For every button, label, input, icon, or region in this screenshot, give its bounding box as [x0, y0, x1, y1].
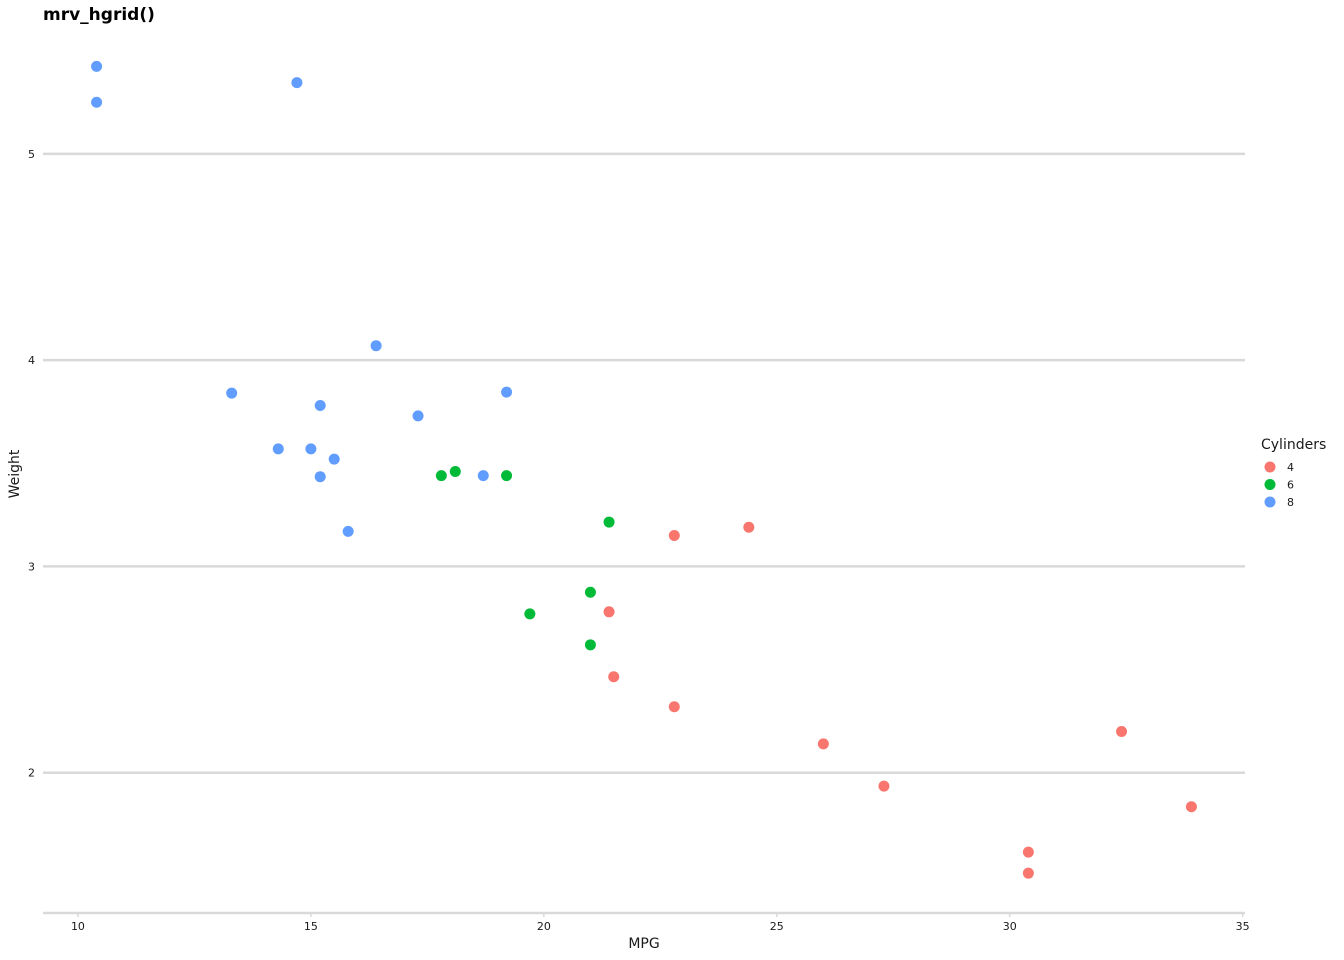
data-point-cyl-6: [501, 470, 513, 482]
data-point-cyl-8: [91, 96, 103, 108]
data-point-cyl-8: [314, 400, 326, 412]
data-point-cyl-4: [1116, 725, 1128, 737]
data-point-cyl-8: [226, 387, 238, 399]
data-point-cyl-6: [584, 639, 596, 651]
data-point-cyl-8: [305, 443, 317, 455]
legend-title: Cylinders: [1261, 437, 1326, 453]
y-tick-label: 2: [28, 767, 35, 780]
data-point-cyl-4: [668, 701, 680, 713]
legend-label-8: 8: [1287, 496, 1294, 509]
data-point-cyl-4: [1185, 801, 1197, 813]
data-point-cyl-6: [584, 586, 596, 598]
data-point-cyl-8: [370, 340, 382, 352]
x-axis-title: MPG: [628, 936, 659, 952]
data-point-cyl-8: [91, 60, 103, 72]
data-point-cyl-8: [477, 470, 489, 482]
data-point-cyl-4: [603, 606, 615, 618]
data-point-cyl-8: [328, 453, 340, 465]
data-point-cyl-8: [501, 386, 513, 398]
data-point-cyl-8: [291, 77, 303, 89]
x-tick-label: 20: [537, 920, 551, 933]
legend: Cylinders 4 6 8: [1261, 437, 1326, 509]
x-tick-label: 30: [1003, 920, 1017, 933]
data-point-cyl-8: [342, 525, 354, 537]
data-point-cyl-4: [817, 738, 829, 750]
x-tick-label: 15: [304, 920, 318, 933]
data-point-cyl-6: [524, 608, 536, 620]
chart-title: mrv_hgrid(): [43, 5, 155, 25]
data-point-cyl-4: [1022, 867, 1034, 879]
x-tick-label: 10: [71, 920, 85, 933]
data-point-cyl-8: [314, 471, 326, 483]
data-point-cyl-4: [1022, 846, 1034, 858]
data-point-cyl-6: [449, 466, 461, 478]
data-points: [91, 60, 1197, 879]
x-tick-label: 35: [1236, 920, 1250, 933]
data-point-cyl-8: [412, 410, 424, 422]
x-axis-ticks: 10 15 20 25 30 35: [71, 913, 1250, 933]
data-point-cyl-4: [668, 529, 680, 541]
horizontal-gridlines: [43, 152, 1245, 774]
data-point-cyl-4: [878, 780, 890, 792]
legend-label-6: 6: [1287, 479, 1294, 492]
data-point-cyl-8: [272, 443, 284, 455]
data-point-cyl-6: [435, 470, 447, 482]
y-tick-label: 4: [28, 354, 35, 367]
legend-key-6: [1264, 479, 1276, 490]
y-tick-label: 3: [28, 560, 35, 573]
y-axis-ticks: 2 3 4 5: [28, 148, 35, 780]
data-point-cyl-6: [603, 516, 615, 528]
data-point-cyl-4: [608, 671, 620, 683]
legend-key-4: [1264, 461, 1276, 473]
y-tick-label: 5: [28, 148, 35, 161]
data-point-cyl-4: [743, 521, 755, 533]
y-axis-title: Weight: [7, 449, 23, 498]
legend-label-4: 4: [1287, 461, 1294, 474]
legend-key-8: [1264, 496, 1276, 508]
x-tick-label: 25: [770, 920, 784, 933]
